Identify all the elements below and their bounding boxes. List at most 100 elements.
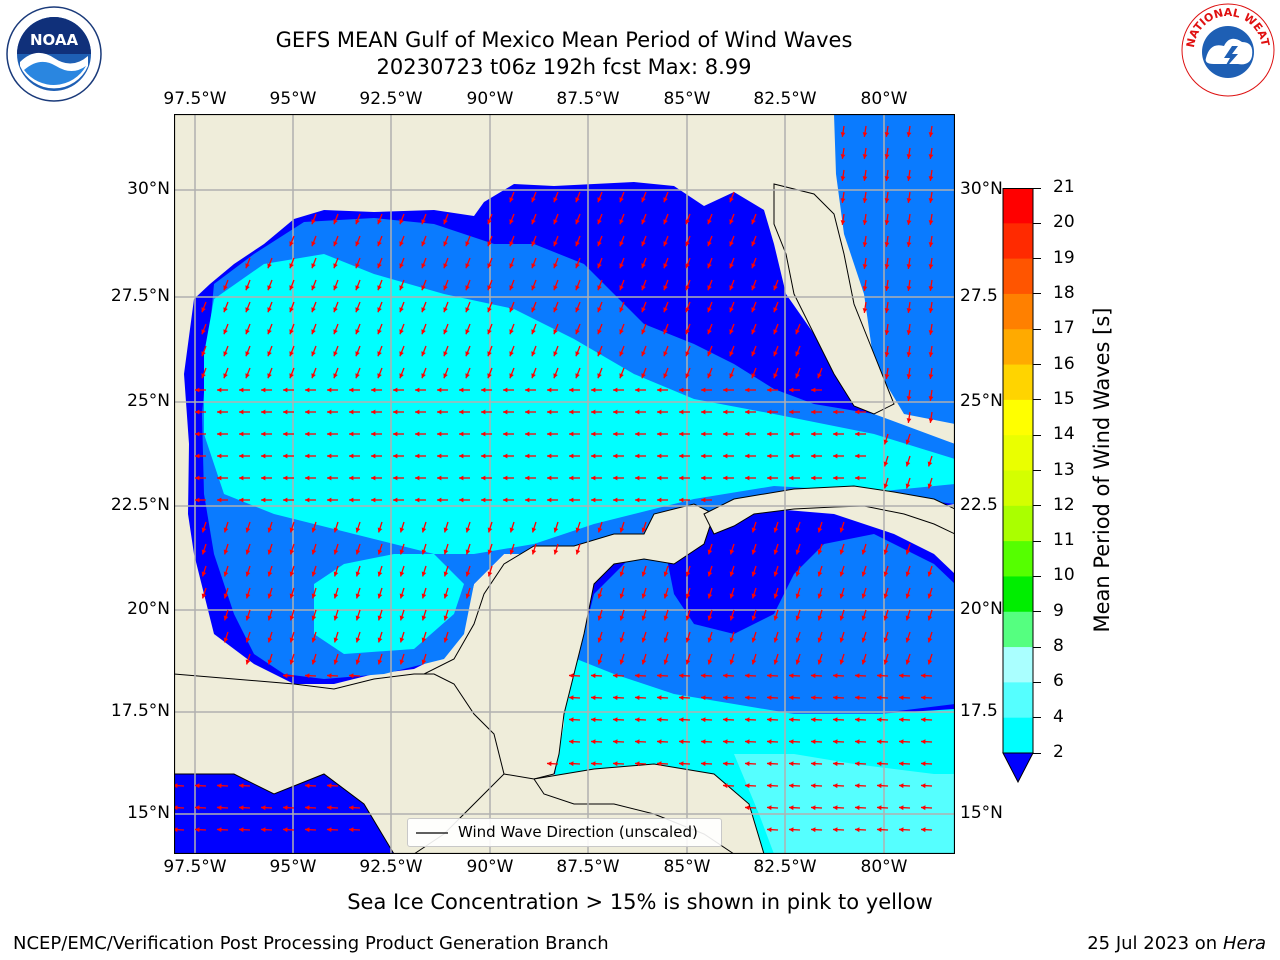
wave-direction-arrow: [575, 543, 581, 555]
wave-direction-arrow: [421, 653, 427, 665]
colorbar-tick-label: 10: [1053, 565, 1075, 586]
wave-direction-arrow: [399, 631, 405, 643]
wave-direction-arrow: [839, 587, 845, 599]
wave-direction-arrow: [311, 323, 317, 335]
wave-direction-arrow: [701, 475, 712, 481]
lat-label-right: 17.5: [960, 701, 998, 721]
wave-direction-arrow: [862, 191, 868, 203]
wave-direction-arrow: [928, 235, 934, 247]
lon-label-top: 82.5°W: [753, 89, 817, 109]
wave-direction-arrow: [884, 169, 890, 181]
wave-direction-arrow: [503, 431, 514, 437]
wave-direction-arrow: [465, 257, 471, 269]
wave-direction-arrow: [832, 695, 845, 701]
wave-direction-arrow: [685, 279, 691, 291]
wave-direction-arrow: [261, 475, 272, 481]
colorbar-tick-mark: [1033, 328, 1041, 330]
wave-direction-arrow: [481, 497, 492, 503]
colorbar-swatch: [1003, 293, 1033, 330]
wave-direction-arrow: [898, 805, 911, 811]
wave-direction-arrow: [195, 431, 206, 437]
wave-direction-arrow: [349, 387, 360, 393]
wave-direction-arrow: [767, 453, 778, 459]
wave-direction-arrow: [641, 631, 647, 643]
wave-direction-arrow: [261, 497, 272, 503]
wave-direction-arrow: [421, 367, 427, 379]
wave-direction-arrow: [223, 587, 229, 599]
wave-direction-arrow: [928, 169, 934, 181]
wave-direction-arrow: [217, 387, 228, 393]
wave-direction-arrow: [685, 609, 691, 621]
wave-direction-arrow: [751, 609, 757, 621]
wave-direction-arrow: [876, 783, 889, 789]
colorbar-tick-mark: [1033, 575, 1041, 577]
wave-direction-arrow: [569, 409, 580, 415]
wave-direction-arrow: [619, 279, 625, 291]
wave-direction-arrow: [729, 213, 735, 225]
wave-direction-arrow: [311, 367, 317, 379]
wave-direction-arrow: [619, 367, 625, 379]
wave-direction-arrow: [663, 191, 669, 203]
wave-direction-arrow: [678, 717, 691, 723]
wave-direction-arrow: [920, 805, 933, 811]
wave-direction-arrow: [575, 301, 581, 313]
wave-direction-arrow: [377, 587, 383, 599]
wave-direction-arrow: [744, 673, 757, 679]
wave-direction-arrow: [465, 235, 471, 247]
wave-direction-arrow: [788, 739, 801, 745]
wave-direction-arrow: [898, 739, 911, 745]
wave-direction-arrow: [767, 475, 778, 481]
wave-direction-arrow: [810, 673, 823, 679]
wave-direction-arrow: [216, 827, 229, 833]
colorbar-swatch: [1003, 329, 1033, 366]
wave-direction-arrow: [415, 387, 426, 393]
wave-direction-arrow: [267, 631, 273, 643]
wave-direction-arrow: [700, 739, 713, 745]
wave-direction-arrow: [311, 631, 317, 643]
wave-direction-arrow: [613, 497, 624, 503]
wave-direction-arrow: [663, 279, 669, 291]
wave-direction-arrow: [289, 587, 295, 599]
wave-direction-arrow: [553, 213, 559, 225]
wave-direction-arrow: [239, 409, 250, 415]
noaa-logo-label: NOAA: [29, 31, 79, 49]
wave-direction-arrow: [327, 497, 338, 503]
wave-direction-arrow: [613, 409, 624, 415]
colorbar-swatch: [1003, 399, 1033, 436]
wave-direction-arrow: [349, 475, 360, 481]
wave-direction-arrow: [928, 279, 934, 291]
wave-direction-arrow: [590, 717, 603, 723]
wave-direction-arrow: [751, 235, 757, 247]
wave-direction-arrow: [795, 345, 801, 357]
wave-direction-arrow: [525, 497, 536, 503]
wave-direction-arrow: [377, 653, 383, 665]
wave-direction-arrow: [267, 367, 273, 379]
wave-direction-arrow: [862, 147, 868, 159]
wave-direction-arrow: [553, 367, 559, 379]
wave-direction-arrow: [906, 389, 912, 401]
wave-direction-arrow: [729, 301, 735, 313]
wave-direction-arrow: [641, 345, 647, 357]
wave-direction-arrow: [333, 631, 339, 643]
wave-direction-arrow: [503, 409, 514, 415]
wave-direction-arrow: [443, 345, 449, 357]
colorbar-tick-mark: [1033, 434, 1041, 436]
wave-direction-arrow: [304, 783, 317, 789]
wave-direction-arrow: [399, 257, 405, 269]
wave-direction-arrow: [861, 587, 867, 599]
noaa-logo-icon: NOAA: [6, 6, 102, 102]
wave-direction-arrow: [421, 301, 427, 313]
lat-label-right: 22.5: [960, 495, 998, 515]
wave-direction-arrow: [876, 673, 889, 679]
wave-direction-arrow: [509, 367, 515, 379]
wave-direction-arrow: [744, 717, 757, 723]
wave-direction-arrow: [509, 301, 515, 313]
lat-label-right: 15°N: [960, 803, 1003, 823]
wave-direction-arrow: [751, 631, 757, 643]
wave-direction-arrow: [766, 673, 779, 679]
colorbar-tick-mark: [1033, 187, 1041, 189]
wave-direction-arrow: [377, 345, 383, 357]
wave-direction-arrow: [355, 609, 361, 621]
wave-direction-arrow: [862, 235, 868, 247]
wave-direction-arrow: [751, 323, 757, 335]
